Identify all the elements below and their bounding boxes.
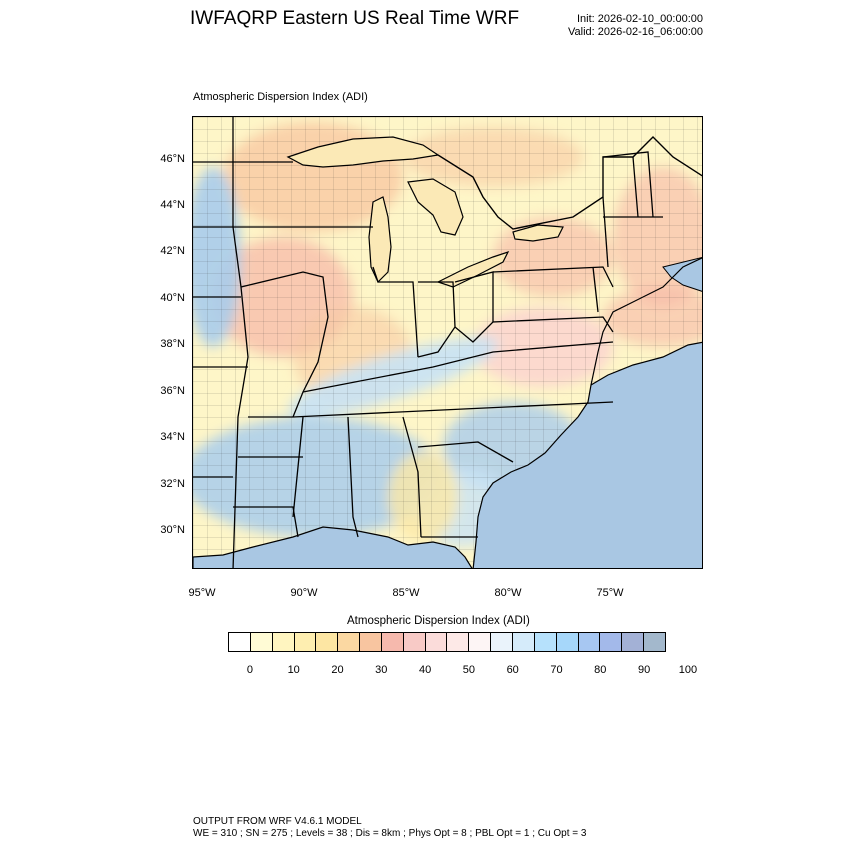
lat-label-38n: 38°N (160, 338, 185, 350)
colorbar-tick-label: 40 (418, 664, 432, 676)
colorbar-box (622, 633, 645, 651)
colorbar-box (469, 633, 492, 651)
lake-huron (407, 178, 464, 236)
colorbar-box (556, 633, 579, 651)
colorbar-box (272, 633, 295, 651)
colorbar-tick-label: 70 (550, 664, 563, 676)
lat-label-30n: 30°N (160, 524, 185, 536)
lat-label-44n: 44°N (160, 199, 185, 211)
colorbar-box (403, 633, 426, 651)
lat-label-42n: 42°N (160, 245, 185, 257)
colorbar-box (644, 633, 665, 651)
colorbar-box (425, 633, 448, 651)
colorbar-box (534, 633, 557, 651)
colorbar-tick-label: 90 (637, 664, 651, 676)
lake-ontario (512, 224, 564, 242)
colorbar-tick-label: 10 (287, 664, 300, 676)
coastline-east (590, 257, 702, 386)
colorbar-box (491, 633, 513, 651)
gulf-of-mexico (193, 526, 473, 568)
colorbar-box (360, 633, 382, 651)
colorbar-tick-label: 0 (246, 664, 253, 676)
colorbar-box (381, 633, 404, 651)
colorbar-tick-label: 20 (331, 664, 344, 676)
lat-label-40n: 40°N (160, 292, 185, 304)
colorbar-box (294, 633, 317, 651)
lon-label-95w: 95°W (188, 587, 216, 599)
colorbar-tick-label: 100 (678, 664, 698, 676)
plot-subtitle: Atmospheric Dispersion Index (ADI) (193, 91, 368, 103)
footer-model-line: OUTPUT FROM WRF V4.6.1 MODEL (193, 816, 362, 827)
lon-label-90w: 90°W (290, 587, 318, 599)
ocean-north-east (662, 256, 702, 292)
adi-map-svg (193, 117, 702, 568)
colorbar-box (578, 633, 601, 651)
lon-label-75w: 75°W (596, 587, 624, 599)
colorbar (228, 632, 666, 652)
valid-time: Valid: 2026-02-16_06:00:00 (568, 26, 703, 38)
colorbar-tick-label: 30 (375, 664, 388, 676)
colorbar-tick-label: 60 (506, 664, 519, 676)
lake-erie (436, 250, 510, 288)
lat-label-36n: 36°N (160, 385, 185, 397)
canada-border (437, 136, 702, 230)
lake-superior (286, 136, 440, 168)
colorbar-box (447, 633, 470, 651)
colorbar-box (229, 633, 251, 651)
atlantic-ocean (472, 341, 702, 568)
lon-label-80w: 80°W (494, 587, 522, 599)
colorbar-title: Atmospheric Dispersion Index (ADI) (347, 615, 530, 627)
adi-map (192, 116, 703, 569)
colorbar-box (600, 633, 623, 651)
colorbar-box (338, 633, 361, 651)
lat-label-46n: 46°N (160, 153, 185, 165)
lake-michigan (368, 196, 392, 284)
main-title: IWFAQRP Eastern US Real Time WRF (190, 8, 520, 29)
state-boundaries (193, 117, 663, 568)
colorbar-tick-label: 50 (462, 664, 476, 676)
lon-label-85w: 85°W (392, 587, 420, 599)
init-time: Init: 2026-02-10_00:00:00 (577, 13, 703, 25)
colorbar-box (250, 633, 273, 651)
colorbar-tick-label: 80 (594, 664, 607, 676)
lat-label-34n: 34°N (160, 431, 185, 443)
colorbar-box (512, 633, 535, 651)
lat-label-32n: 32°N (160, 478, 185, 490)
footer-config-line: WE = 310 ; SN = 275 ; Levels = 38 ; Dis … (193, 828, 587, 839)
colorbar-box (316, 633, 339, 651)
